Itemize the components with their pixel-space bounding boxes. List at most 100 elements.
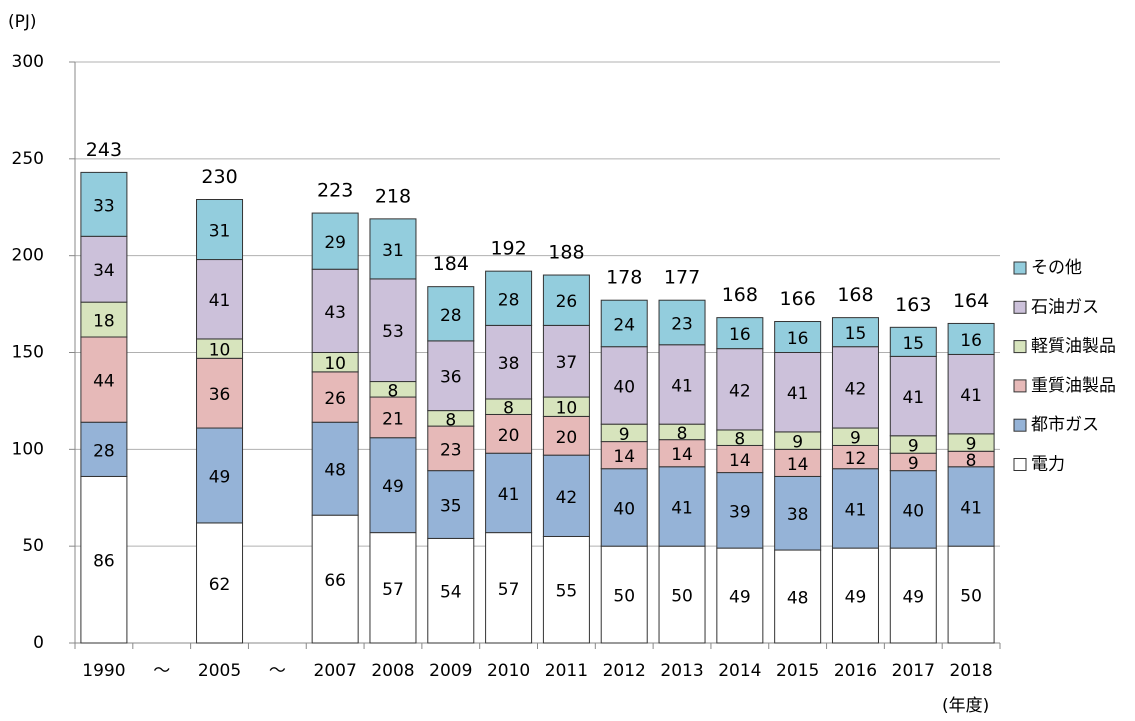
bar-segment: [600, 299, 648, 348]
bar-segment: [542, 454, 590, 537]
x-tick-label: 1990: [82, 661, 125, 681]
bar-segment: [542, 324, 590, 398]
segment-label: 66: [324, 571, 346, 591]
segment-label: 40: [902, 501, 924, 521]
bar-segment: [831, 468, 879, 549]
segment-label: 9: [619, 425, 630, 445]
segment-label: 8: [388, 381, 399, 401]
segment-label: 37: [556, 353, 578, 373]
y-tick-label: 50: [22, 536, 44, 556]
segment-label: 53: [382, 322, 404, 342]
segment-label: 14: [671, 445, 693, 465]
bar-segment: [311, 212, 359, 270]
y-tick-label: 0: [33, 633, 44, 653]
bar-segment: [542, 274, 590, 326]
x-tick-label: ～: [269, 661, 286, 681]
y-tick-label: 300: [12, 52, 44, 72]
total-label: 166: [780, 288, 816, 310]
segment-label: 8: [503, 399, 514, 419]
legend-label: 重質油製品: [1031, 376, 1116, 396]
segment-label: 8: [677, 424, 688, 444]
segment-label: 49: [729, 588, 751, 608]
segment-label: 49: [382, 477, 404, 497]
segment-label: 41: [209, 291, 231, 311]
segment-label: 50: [613, 587, 635, 607]
legend-swatch: [1013, 379, 1027, 393]
segment-label: 62: [209, 575, 231, 595]
segment-label: 9: [792, 433, 803, 453]
total-label: 168: [837, 284, 873, 306]
x-tick-label: 2013: [660, 661, 703, 681]
segment-label: 14: [613, 447, 635, 467]
segment-label: 43: [324, 303, 346, 323]
bar-segment: [80, 171, 128, 237]
segment-label: 49: [209, 467, 231, 487]
legend-swatch: [1013, 300, 1027, 314]
segment-label: 41: [845, 500, 867, 520]
bar-segment: [196, 427, 244, 524]
bar-segment: [947, 466, 995, 547]
segment-label: 26: [324, 389, 346, 409]
x-tick-label: 2009: [429, 661, 472, 681]
bar-segment: [369, 532, 417, 644]
segment-label: 34: [93, 261, 115, 281]
segment-label: 57: [382, 580, 404, 600]
segment-label: 55: [556, 582, 578, 602]
bar-segment: [774, 475, 822, 551]
segment-label: 28: [93, 441, 115, 461]
bar-segment: [889, 470, 937, 549]
segment-label: 31: [209, 222, 231, 242]
segment-label: 28: [440, 306, 462, 326]
bar-segment: [485, 452, 533, 534]
segment-label: 50: [960, 587, 982, 607]
total-label: 168: [722, 284, 758, 306]
segment-label: 9: [966, 435, 977, 455]
segment-label: 86: [93, 552, 115, 572]
bar-segment: [369, 437, 417, 534]
segment-label: 36: [209, 385, 231, 405]
segment-label: 57: [498, 580, 520, 600]
x-tick-label: 2012: [603, 661, 646, 681]
segment-label: 49: [902, 588, 924, 608]
segment-label: 41: [960, 498, 982, 518]
segment-label: 31: [382, 241, 404, 261]
y-tick-label: 150: [12, 343, 44, 363]
legend-label: 石油ガス: [1031, 297, 1099, 317]
segment-label: 15: [845, 324, 867, 344]
total-label: 230: [201, 166, 237, 188]
total-label: 178: [606, 267, 642, 289]
bar-segment: [311, 268, 359, 353]
bar-segment: [369, 218, 417, 280]
segment-label: 44: [93, 372, 115, 392]
total-label: 177: [664, 267, 700, 289]
segment-label: 12: [845, 449, 867, 469]
bar-segment: [774, 321, 822, 354]
segment-label: 29: [324, 233, 346, 253]
segment-label: 14: [787, 455, 809, 475]
segment-label: 40: [613, 499, 635, 519]
legend-label: 軽質油製品: [1031, 337, 1116, 357]
legend-label: 電力: [1031, 455, 1065, 475]
bar-segment: [80, 336, 128, 423]
segment-label: 41: [671, 498, 693, 518]
segment-label: 35: [440, 497, 462, 517]
bar-segment: [889, 326, 937, 357]
segment-label: 39: [729, 502, 751, 522]
bar-segment: [658, 299, 706, 346]
segment-label: 36: [440, 368, 462, 388]
x-tick-label: 2010: [487, 661, 530, 681]
bar-segment: [311, 371, 359, 423]
bar-segment: [427, 340, 475, 412]
segment-label: 41: [671, 376, 693, 396]
total-label: 184: [433, 253, 469, 275]
bar-segment: [889, 355, 937, 437]
segment-label: 20: [498, 426, 520, 446]
bar-segment: [600, 545, 648, 644]
segment-label: 24: [613, 315, 635, 335]
segment-label: 21: [382, 409, 404, 429]
total-label: 223: [317, 180, 353, 202]
y-tick-label: 100: [12, 439, 44, 459]
segment-label: 23: [671, 314, 693, 334]
bar-segment: [658, 439, 706, 468]
